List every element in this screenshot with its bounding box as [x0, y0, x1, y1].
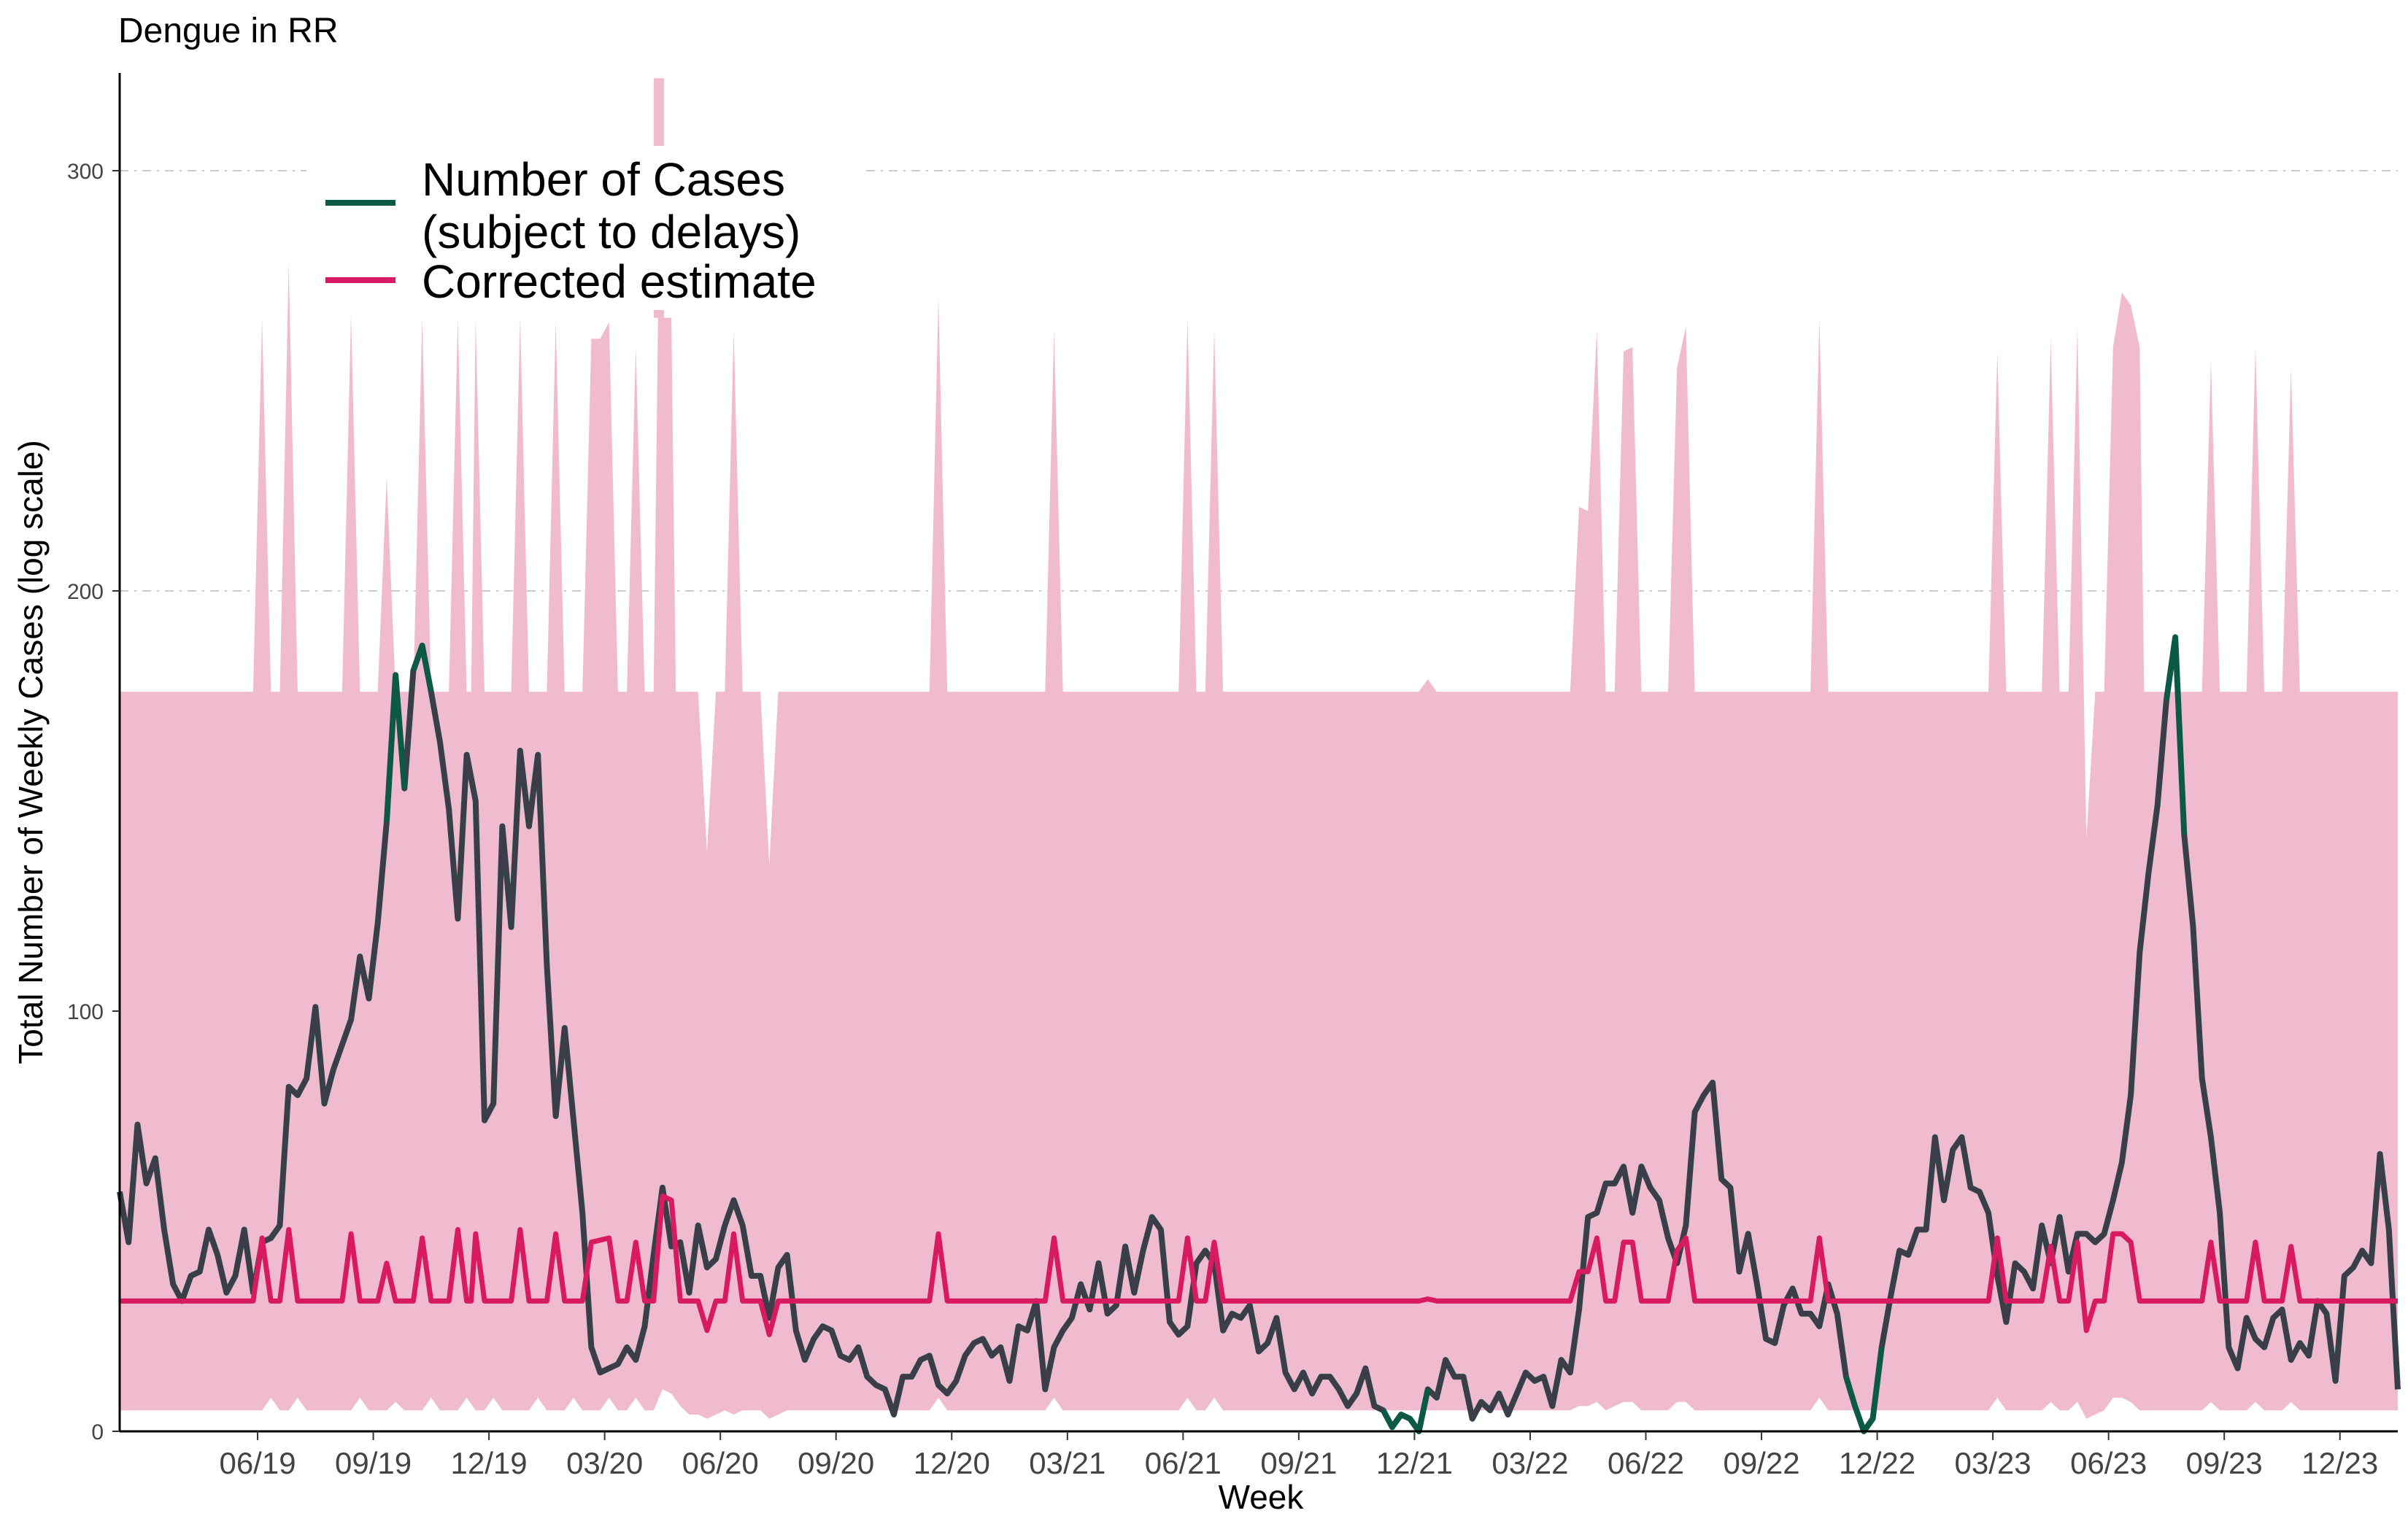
x-tick-label-9: 09/21	[1260, 1446, 1337, 1480]
x-tick-label-18: 12/23	[2301, 1446, 2378, 1480]
x-tick-label-2: 12/19	[451, 1446, 528, 1480]
series-lines-group	[117, 634, 2401, 1434]
y-axis-title: Total Number of Weekly Cases (log scale)	[12, 440, 50, 1064]
corrected-estimate-line	[120, 1193, 2398, 1337]
y-tick-label-0: 0	[91, 1420, 104, 1444]
x-tick-label-7: 03/21	[1029, 1446, 1105, 1480]
x-tick-label-15: 03/23	[1955, 1446, 2031, 1480]
cases-line	[117, 634, 2401, 1434]
cases-highlight-4	[384, 672, 407, 823]
x-tick-label-16: 06/23	[2070, 1446, 2147, 1480]
x-tick-label-14: 12/22	[1839, 1446, 1915, 1480]
legend-background	[306, 146, 861, 310]
x-tick-label-3: 03/20	[566, 1446, 643, 1480]
legend: Number of Cases (subject to delays) Corr…	[306, 146, 861, 310]
x-tick-labels: 06/19 09/19 12/19 03/20 06/20 09/20 12/20 03/21…	[219, 1431, 2378, 1480]
x-tick-label-11: 03/22	[1492, 1446, 1568, 1480]
x-tick-label-8: 06/21	[1145, 1446, 1222, 1480]
legend-label-cases: Number of Cases (subject to delays)	[422, 153, 800, 258]
y-tick-label-100: 100	[67, 1000, 104, 1024]
x-tick-label-17: 09/23	[2186, 1446, 2263, 1480]
cases-highlight-1	[2164, 634, 2187, 835]
cases-highlight-0	[411, 643, 434, 692]
x-tick-label-6: 12/20	[914, 1446, 990, 1480]
x-tick-label-5: 09/20	[798, 1446, 874, 1480]
x-tick-label-1: 09/19	[335, 1446, 412, 1480]
x-tick-label-13: 09/22	[1723, 1446, 1799, 1480]
y-tick-label-200: 200	[67, 580, 104, 604]
x-tick-label-10: 12/21	[1376, 1446, 1453, 1480]
y-tick-label-300: 300	[67, 160, 104, 184]
x-axis-title: Week	[1219, 1478, 1305, 1516]
chart-title: Dengue in RR	[118, 12, 339, 50]
x-tick-label-12: 06/22	[1608, 1446, 1684, 1480]
uncertainty-band	[120, 263, 2398, 1419]
legend-label-corrected: Corrected estimate	[422, 255, 817, 308]
x-tick-label-4: 06/20	[682, 1446, 759, 1480]
y-tick-labels: 0 100 200 300	[67, 160, 120, 1444]
x-tick-label-0: 06/19	[219, 1446, 296, 1480]
cases-highlight-2	[1381, 1388, 1431, 1434]
